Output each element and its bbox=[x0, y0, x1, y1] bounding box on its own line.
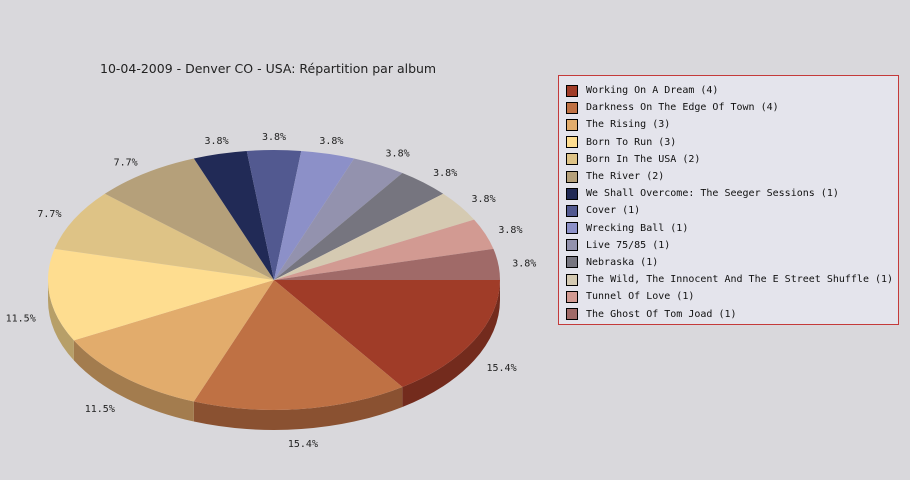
pie-slice-1 bbox=[193, 280, 403, 411]
legend-item: Live 75/85 (1) bbox=[566, 237, 898, 254]
legend-label: Wrecking Ball (1) bbox=[586, 222, 689, 234]
legend-swatch bbox=[566, 308, 578, 321]
pie-percent-label-5: 7.7% bbox=[114, 157, 138, 168]
legend-item: Wrecking Ball (1) bbox=[566, 220, 898, 237]
pie-percent-label-9: 3.8% bbox=[386, 148, 410, 159]
pie-side-walls bbox=[48, 280, 500, 430]
legend-label: Working On A Dream (4) bbox=[586, 85, 719, 97]
pie-percent-label-11: 3.8% bbox=[472, 194, 496, 205]
pie-percent-label-7: 3.8% bbox=[262, 132, 286, 143]
legend-item: Darkness On The Edge Of Town (4) bbox=[566, 99, 898, 116]
pie-slice-9 bbox=[274, 158, 403, 280]
legend-item: We Shall Overcome: The Seeger Sessions (… bbox=[566, 185, 898, 202]
pie-slice-10 bbox=[274, 173, 444, 280]
legend-swatch bbox=[566, 222, 578, 235]
pie-percent-label-8: 3.8% bbox=[319, 136, 343, 147]
legend-swatch bbox=[566, 239, 578, 252]
legend-item: Nebraska (1) bbox=[566, 254, 898, 271]
legend-label: Darkness On The Edge Of Town (4) bbox=[586, 102, 779, 114]
pie-percent-label-3: 11.5% bbox=[6, 313, 36, 324]
pie-slice-side-2 bbox=[73, 340, 194, 422]
legend-item: The Wild, The Innocent And The E Street … bbox=[566, 271, 898, 288]
pie-top-faces bbox=[48, 149, 500, 411]
legend-label: Born To Run (3) bbox=[586, 136, 677, 148]
pie-chart: 15.4% 15.4% 11.5% 11.5% 7.7% 7.7% 3.8% 3.8% 3.8%… bbox=[6, 132, 537, 450]
legend-swatch bbox=[566, 84, 578, 97]
pie-slice-2 bbox=[73, 280, 275, 402]
legend-swatch bbox=[566, 170, 578, 183]
pie-slice-12 bbox=[274, 219, 494, 280]
legend-item: Working On A Dream (4) bbox=[566, 82, 898, 99]
legend-swatch bbox=[566, 118, 578, 131]
legend-label: The Rising (3) bbox=[586, 119, 671, 131]
pie-slice-side-0 bbox=[402, 280, 500, 407]
pie-slice-11 bbox=[274, 193, 475, 280]
legend-label: Live 75/85 (1) bbox=[586, 239, 671, 251]
pie-slice-13 bbox=[274, 248, 500, 280]
pie-slice-6 bbox=[193, 150, 274, 280]
legend-swatch bbox=[566, 256, 578, 269]
pie-percent-label-13: 3.8% bbox=[512, 259, 536, 270]
pie-percent-label-12: 3.8% bbox=[498, 225, 522, 236]
legend-swatch bbox=[566, 153, 578, 166]
legend-label: Cover (1) bbox=[586, 205, 641, 217]
legend-label: The Wild, The Innocent And The E Street … bbox=[586, 274, 894, 286]
pie-slice-4 bbox=[54, 193, 274, 280]
legend: Working On A Dream (4) Darkness On The Ed… bbox=[558, 75, 899, 325]
legend-label: The River (2) bbox=[586, 171, 665, 183]
chart-title: 10-04-2009 - Denver CO - USA: Répartitio… bbox=[100, 61, 437, 76]
pie-percent-label-2: 11.5% bbox=[85, 404, 115, 415]
pie-slice-3 bbox=[48, 248, 275, 341]
pie-percent-label-0: 15.4% bbox=[487, 363, 517, 374]
legend-item: Born To Run (3) bbox=[566, 134, 898, 151]
legend-item: The Rising (3) bbox=[566, 116, 898, 133]
legend-item: Cover (1) bbox=[566, 202, 898, 219]
pie-slice-0 bbox=[274, 280, 500, 387]
legend-swatch bbox=[566, 204, 578, 217]
pie-percent-label-10: 3.8% bbox=[433, 168, 457, 179]
legend-item: Tunnel Of Love (1) bbox=[566, 288, 898, 305]
pie-percent-label-1: 15.4% bbox=[288, 439, 318, 450]
legend-label: Nebraska (1) bbox=[586, 256, 659, 268]
legend-label: The Ghost Of Tom Joad (1) bbox=[586, 308, 737, 320]
legend-item: Born In The USA (2) bbox=[566, 151, 898, 168]
legend-item: The River (2) bbox=[566, 168, 898, 185]
pie-slice-5 bbox=[104, 158, 274, 280]
pie-slice-7 bbox=[246, 149, 302, 280]
legend-swatch bbox=[566, 290, 578, 303]
pie-percent-label-4: 7.7% bbox=[37, 209, 61, 220]
pie-slice-8 bbox=[274, 150, 355, 280]
legend-label: We Shall Overcome: The Seeger Sessions (… bbox=[586, 188, 839, 200]
legend-swatch bbox=[566, 101, 578, 114]
pie-slice-side-3 bbox=[48, 280, 74, 361]
pie-slice-side-1 bbox=[193, 386, 403, 430]
legend-item: The Ghost Of Tom Joad (1) bbox=[566, 305, 898, 322]
legend-swatch bbox=[566, 136, 578, 149]
pie-percent-label-6: 3.8% bbox=[205, 136, 229, 147]
legend-label: Tunnel Of Love (1) bbox=[586, 291, 695, 303]
legend-swatch bbox=[566, 187, 578, 200]
legend-label: Born In The USA (2) bbox=[586, 153, 701, 165]
legend-swatch bbox=[566, 273, 578, 286]
pie-percent-labels: 15.4% 15.4% 11.5% 11.5% 7.7% 7.7% 3.8% 3.8% 3.8%… bbox=[6, 132, 537, 450]
